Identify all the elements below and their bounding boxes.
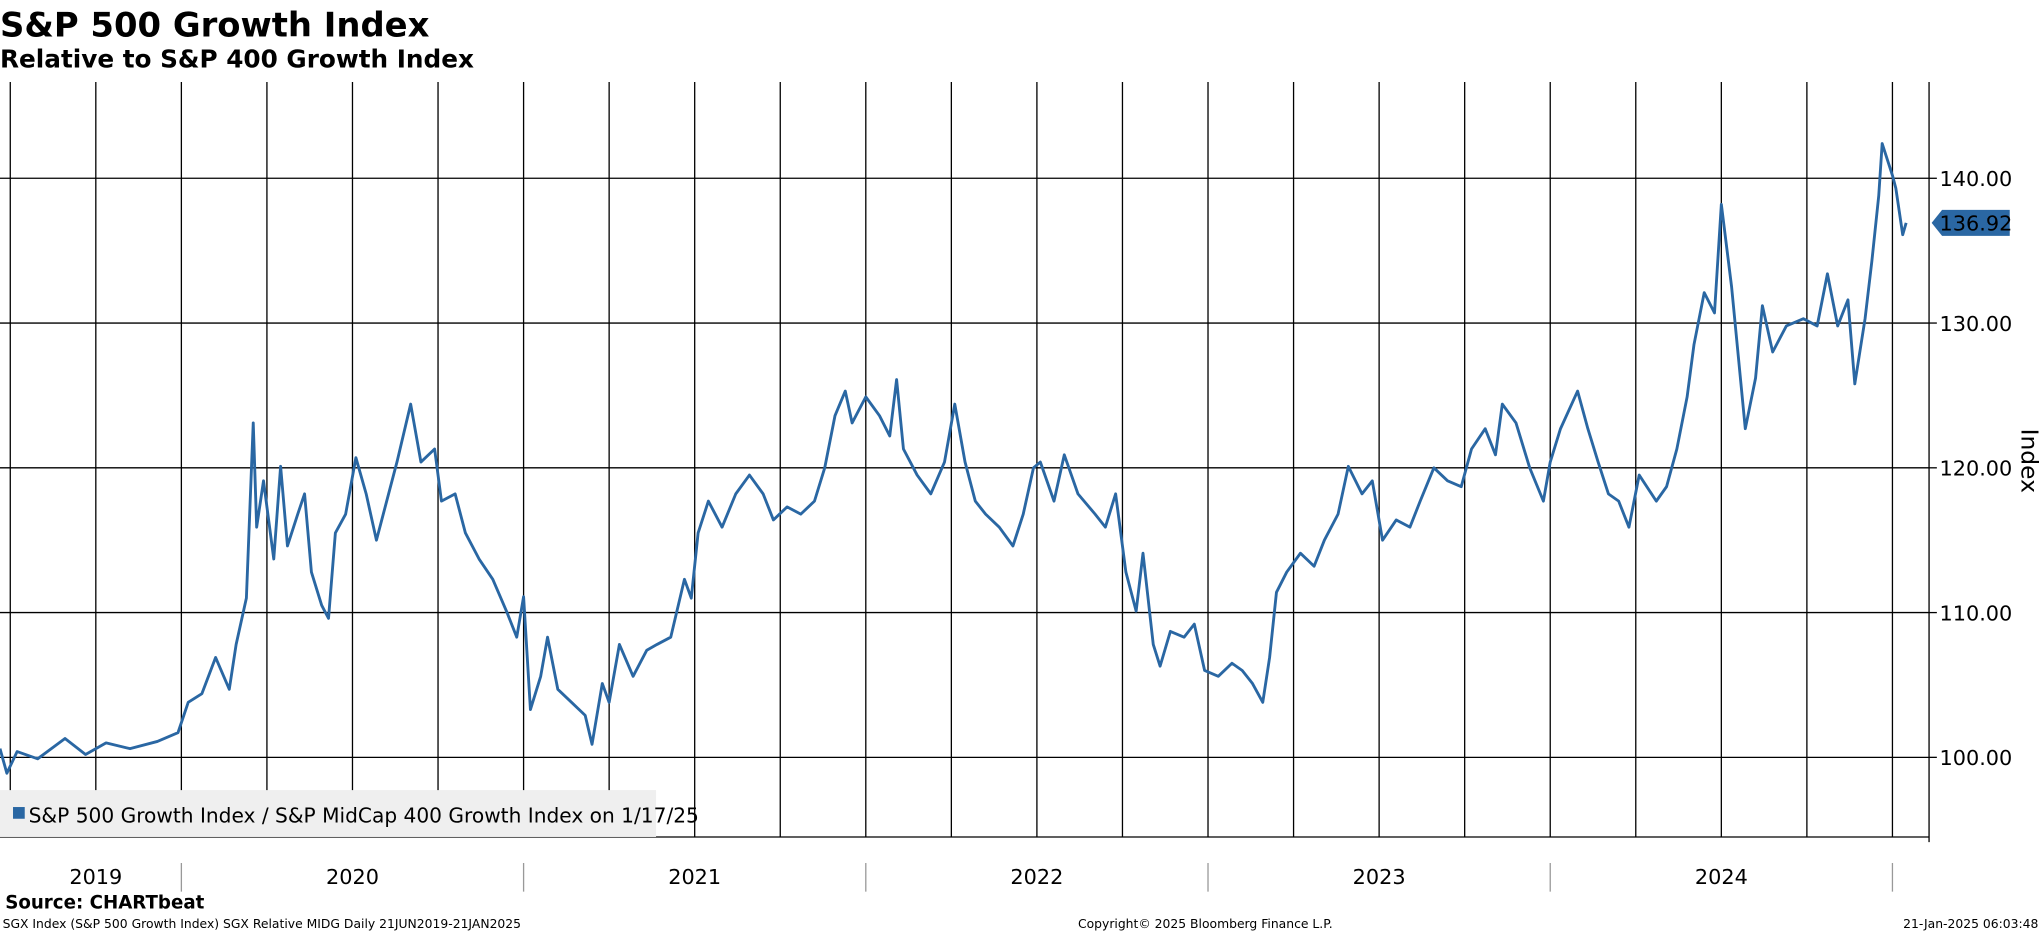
x-tick-label: 2019 bbox=[69, 865, 122, 889]
y-tick-label: 130.00 bbox=[1939, 312, 2012, 336]
source: Source: CHARTbeat bbox=[5, 893, 204, 914]
x-tick-label: 2020 bbox=[326, 865, 379, 889]
series-line bbox=[0, 142, 1908, 775]
legend-box bbox=[0, 790, 657, 837]
x-tick-label: 2021 bbox=[668, 865, 721, 889]
y-tick-label: 140.00 bbox=[1939, 167, 2012, 191]
x-tick-label: 2024 bbox=[1695, 865, 1748, 889]
y-axis-label: Index bbox=[2015, 429, 2041, 494]
y-tick-label: 110.00 bbox=[1939, 601, 2012, 625]
chart-title: S&P 500 Growth Index bbox=[0, 5, 430, 44]
footer-center: Copyright© 2025 Bloomberg Finance L.P. bbox=[1078, 917, 1333, 931]
footer-right: 21-Jan-2025 06:03:48 bbox=[1903, 917, 2038, 931]
x-tick-label: 2022 bbox=[1010, 865, 1063, 889]
footer-left: SGX Index (S&P 500 Growth Index) SGX Rel… bbox=[3, 917, 521, 931]
x-tick-label: 2023 bbox=[1353, 865, 1406, 889]
legend-label: S&P 500 Growth Index / S&P MidCap 400 Gr… bbox=[29, 804, 699, 828]
last-value-marker bbox=[1931, 209, 2010, 236]
y-tick-label: 100.00 bbox=[1939, 746, 2012, 770]
y-tick-label: 120.00 bbox=[1939, 457, 2012, 481]
last-value-label: 136.92 bbox=[1940, 212, 2013, 236]
legend-swatch bbox=[13, 807, 25, 819]
legend: S&P 500 Growth Index / S&P MidCap 400 Gr… bbox=[0, 790, 699, 837]
chart-subtitle: Relative to S&P 400 Growth Index bbox=[0, 45, 474, 74]
